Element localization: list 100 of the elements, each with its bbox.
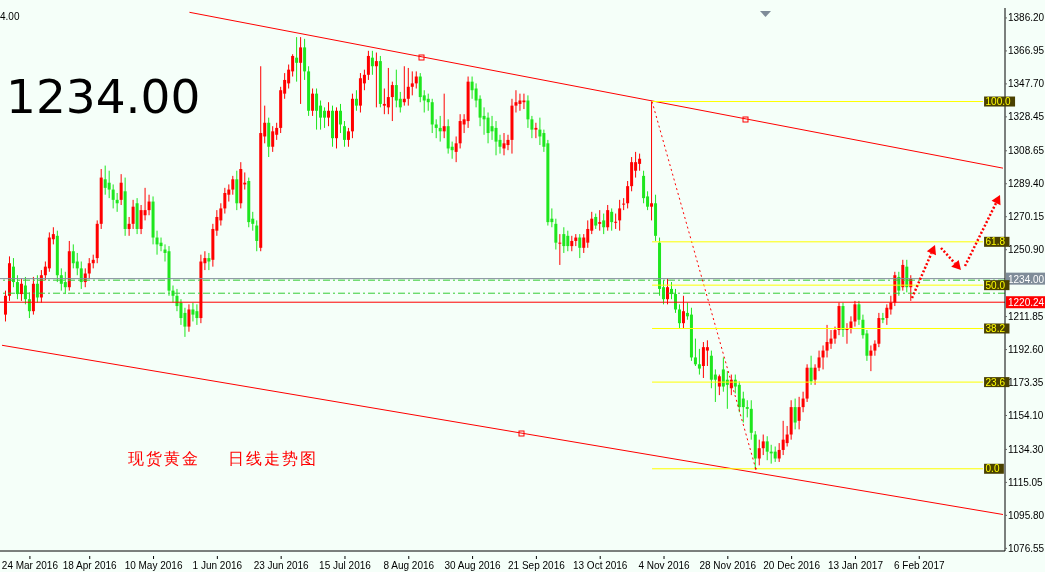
x-tick-label: 15 Jul 2016 — [319, 560, 372, 571]
candlestick — [610, 207, 614, 232]
y-tick-label: 1386.20 — [1008, 12, 1045, 24]
candlestick — [207, 252, 211, 271]
x-tick-label: 10 May 2016 — [124, 560, 183, 571]
candlestick — [354, 89, 358, 112]
candlestick — [438, 115, 442, 143]
y-tick-label: 1366.95 — [1008, 45, 1045, 57]
candlestick — [721, 356, 725, 393]
x-tick-label: 13 Oct 2016 — [572, 560, 628, 571]
candlestick — [446, 118, 450, 155]
candlestick — [761, 434, 765, 456]
candlestick — [311, 88, 315, 117]
y-tick-label: 1211.85 — [1008, 311, 1044, 323]
x-tick-label: 23 Jun 2016 — [253, 560, 310, 571]
candlestick — [777, 442, 781, 463]
y-tick-label: 1095.80 — [1008, 509, 1045, 521]
candlestick — [35, 274, 39, 304]
candlestick — [115, 192, 119, 213]
candlestick — [231, 175, 235, 196]
candlestick — [526, 94, 530, 129]
x-tick-label: 6 Feb 2017 — [893, 560, 945, 571]
candlestick — [386, 67, 390, 115]
candlestick — [255, 219, 259, 252]
candlestick — [797, 396, 801, 430]
candlestick — [23, 276, 27, 305]
candlestick — [757, 439, 761, 466]
annotation: 4.00 — [0, 11, 20, 22]
candlestick — [27, 291, 31, 319]
ref-line-label: 1220.24 — [1008, 297, 1045, 309]
y-tick-label: 1134.30 — [1008, 443, 1044, 455]
candlestick — [410, 70, 414, 96]
y-tick-label: 1308.65 — [1008, 145, 1045, 157]
candlestick — [606, 204, 610, 232]
candlestick — [394, 69, 398, 108]
y-tick-label: 1115.05 — [1008, 476, 1044, 488]
candlestick — [63, 271, 67, 295]
candlestick — [191, 302, 195, 322]
candlestick — [562, 226, 566, 254]
x-tick-label: 18 Apr 2016 — [62, 560, 118, 571]
series-label: 0.0 — [985, 463, 1000, 475]
candlestick — [442, 93, 446, 139]
candlestick — [614, 213, 618, 230]
ref-line-label: 1234.00 — [1008, 273, 1045, 285]
candlestick — [705, 339, 709, 367]
candlestick — [382, 88, 386, 115]
annotation: 1234.00 — [6, 69, 201, 124]
series-label: 38.2 — [985, 322, 1006, 334]
candlestick — [578, 233, 582, 259]
candlestick — [346, 127, 350, 148]
series-label: 61.8 — [985, 236, 1006, 248]
x-tick-label: 13 Jan 2017 — [827, 560, 884, 571]
x-tick-label: 28 Nov 2016 — [699, 560, 757, 571]
candlestick — [618, 199, 622, 232]
annotation: 现货黄金 日线走势图 — [128, 449, 319, 470]
x-tick-label: 24 Mar 2016 — [1, 560, 59, 571]
candlestick — [737, 380, 741, 413]
y-tick-label: 1250.90 — [1008, 244, 1045, 256]
candlestick — [342, 120, 346, 148]
candlestick — [366, 50, 370, 81]
candlestick — [518, 93, 522, 112]
candlestick — [327, 101, 331, 127]
candlestick — [869, 344, 873, 372]
candlestick — [402, 65, 406, 107]
candlestick — [59, 267, 63, 292]
candlestick — [434, 118, 438, 139]
candlestick — [825, 324, 829, 358]
x-tick-label: 8 Aug 2016 — [383, 560, 435, 571]
candlestick — [809, 355, 813, 386]
candlestick — [131, 199, 135, 230]
candlestick — [303, 38, 307, 81]
candlestick — [558, 233, 562, 266]
candlestick — [79, 261, 83, 290]
candlestick — [295, 36, 299, 83]
candlestick — [697, 348, 701, 376]
candlestick — [103, 165, 107, 196]
candlestick — [486, 111, 490, 144]
candlestick — [338, 103, 342, 134]
y-tick-label: 1076.55 — [1008, 542, 1045, 554]
candlestick — [829, 329, 833, 350]
candlestick — [677, 303, 681, 329]
y-tick-label: 1154.10 — [1008, 410, 1044, 422]
candlestick — [881, 312, 885, 324]
candlestick — [223, 187, 227, 215]
y-tick-label: 1173.35 — [1008, 377, 1044, 389]
candlestick — [71, 243, 75, 269]
candlestick — [673, 288, 677, 314]
candlestick — [87, 257, 91, 280]
y-tick-label: 1192.60 — [1008, 344, 1044, 356]
candlestick — [693, 338, 697, 367]
candlestick — [418, 72, 422, 103]
candlestick — [119, 173, 123, 206]
y-tick-label: 1328.45 — [1008, 111, 1045, 123]
candlestick — [602, 213, 606, 235]
candlestick — [406, 67, 410, 107]
candlestick — [315, 88, 319, 131]
x-tick-label: 21 Sep 2016 — [508, 560, 566, 571]
candlestick — [458, 113, 462, 149]
candlestick — [765, 435, 769, 461]
candlestick — [235, 170, 239, 211]
